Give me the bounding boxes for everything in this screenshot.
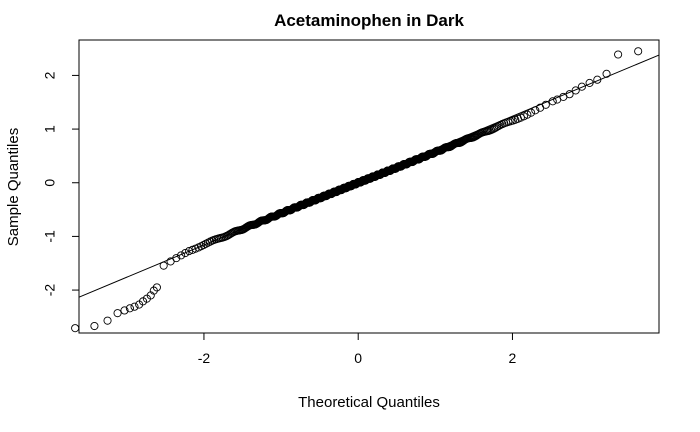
qq-point: [496, 120, 505, 129]
x-axis: -2 0 2: [198, 332, 517, 366]
qq-point: [527, 108, 536, 117]
qq-point-tail: [120, 306, 129, 315]
qq-point-tail: [585, 78, 594, 87]
qq-point: [201, 239, 210, 248]
qq-point: [181, 248, 190, 258]
y-axis: -2 -1 0 1 2: [42, 71, 80, 297]
qq-point-tail: [125, 304, 134, 313]
x-tick-label: 2: [509, 350, 517, 366]
x-axis-label: Theoretical Quantiles: [298, 394, 440, 411]
chart-title: Acetaminophen in Dark: [274, 11, 464, 30]
qq-point-tail: [130, 302, 139, 311]
x-tick-label: 0: [354, 350, 362, 366]
y-tick-label: 0: [42, 179, 58, 187]
qq-point-tail: [577, 82, 586, 91]
qq-point: [531, 106, 540, 115]
x-tick-label: -2: [198, 350, 211, 366]
y-axis-label: Sample Quantiles: [5, 128, 22, 246]
qq-point: [172, 254, 181, 263]
qq-point: [541, 100, 550, 109]
qq-point-tail: [614, 50, 623, 59]
y-tick-label: -1: [42, 230, 58, 243]
qq-point: [177, 251, 186, 260]
qq-point-tail: [103, 316, 112, 325]
qq-point: [199, 240, 208, 250]
plot-frame: [78, 39, 660, 334]
qq-point-tail: [602, 69, 611, 78]
qq-point-tail: [571, 86, 580, 95]
qq-point: [523, 110, 532, 119]
qq-point-tail: [113, 309, 122, 318]
y-tick-label: 1: [42, 125, 58, 133]
qq-point-tail: [71, 324, 80, 333]
qq-point-tail: [565, 90, 574, 99]
y-tick-label: 2: [42, 71, 58, 79]
qq-point: [548, 97, 557, 106]
data-points: [71, 47, 643, 333]
qq-point-tail: [593, 75, 602, 84]
y-tick-label: -2: [42, 284, 58, 297]
qq-point-tail: [634, 47, 643, 56]
qq-point-tail: [90, 321, 99, 331]
qq-point: [159, 261, 168, 270]
qq-point-tail: [152, 283, 161, 292]
